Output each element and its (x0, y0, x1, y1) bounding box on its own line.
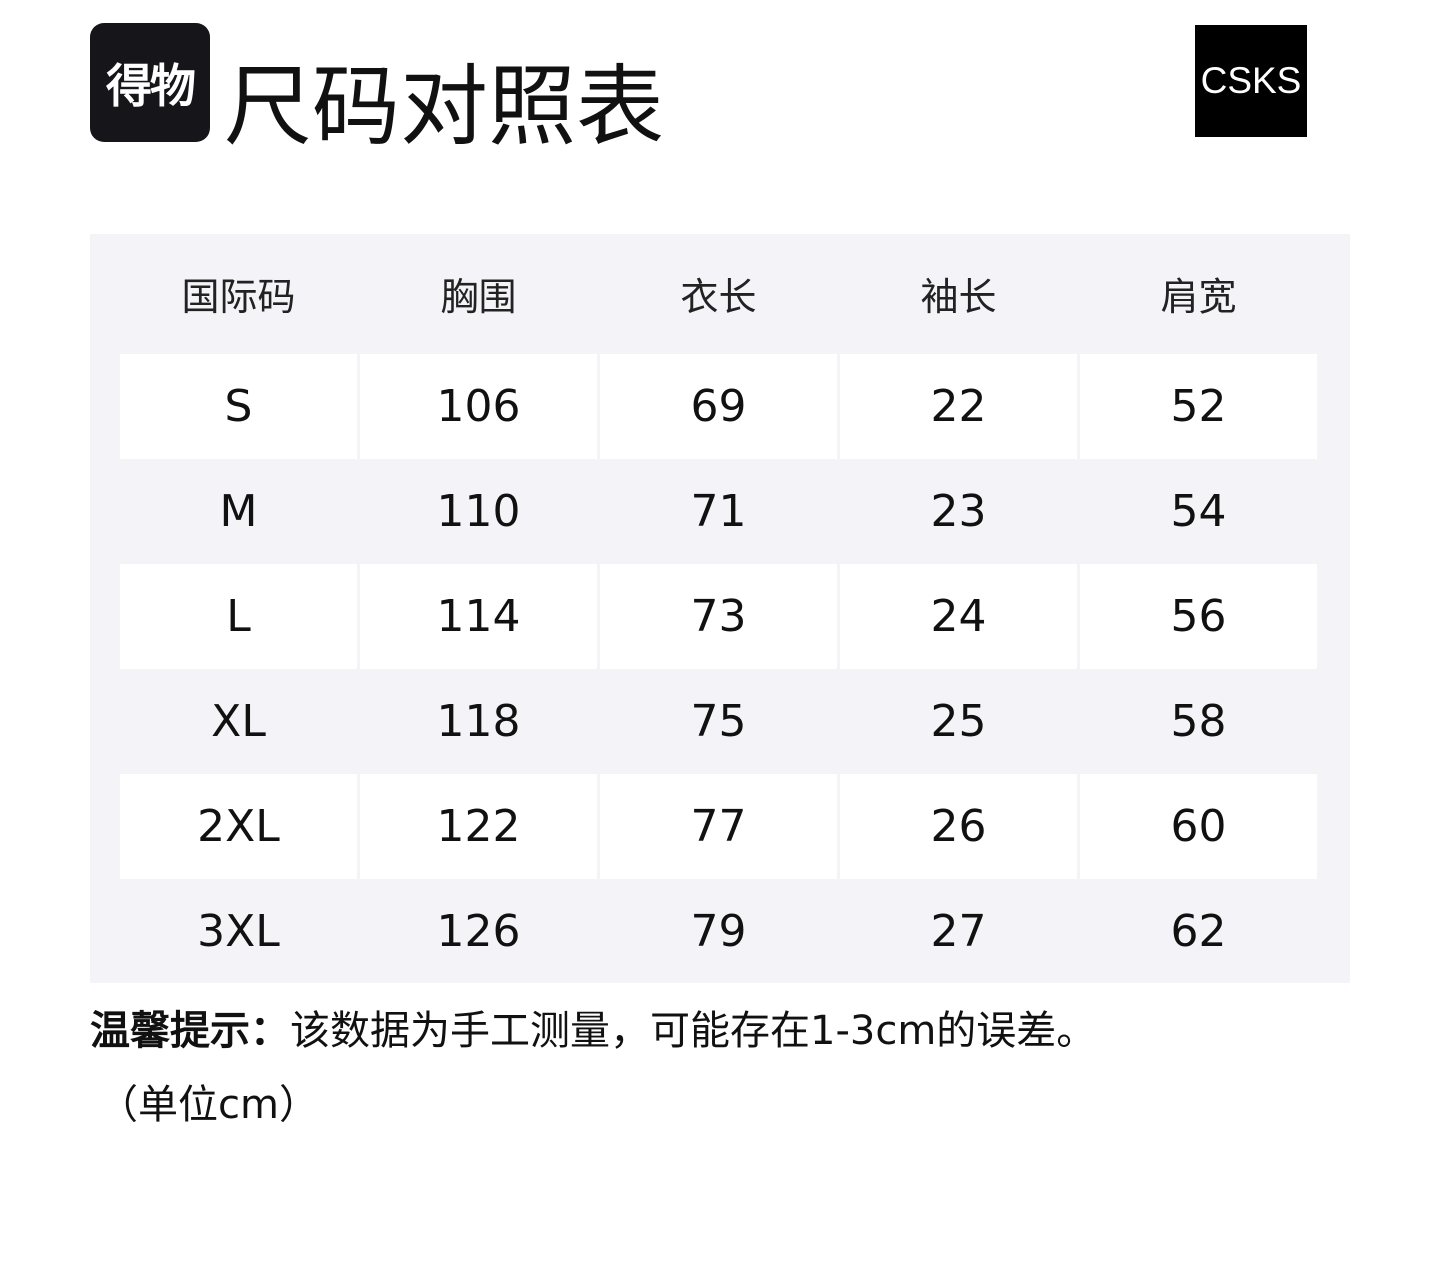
table-cell: 106 (360, 354, 597, 459)
table-cell: 73 (600, 564, 837, 669)
table-cell: 27 (930, 906, 987, 957)
table-cell: 69 (600, 354, 837, 459)
table-cell: 79 (690, 906, 747, 957)
table-cell: 60 (1080, 774, 1317, 879)
column-header: 胸围 (440, 274, 517, 319)
table-cell: 62 (1170, 906, 1227, 957)
table-cell: 126 (436, 906, 521, 957)
table-cell: 2XL (120, 774, 357, 879)
table-cell: 56 (1080, 564, 1317, 669)
unit-note: （单位cm） (98, 1082, 319, 1128)
table-cell: 118 (436, 696, 521, 747)
table-cell: 3XL (197, 906, 280, 957)
column-header: 衣长 (680, 274, 757, 319)
table-cell: 122 (360, 774, 597, 879)
table-cell: 52 (1080, 354, 1317, 459)
table-cell: 23 (930, 486, 987, 537)
table-cell: XL (211, 696, 266, 747)
page-title: 尺码对照表 (224, 55, 665, 158)
column-header: 袖长 (920, 274, 997, 319)
table-cell: 71 (690, 486, 747, 537)
tip-label: 温馨提示： (90, 1008, 290, 1054)
table-cell: 25 (930, 696, 987, 747)
table-cell: M (219, 486, 258, 537)
tip-text: 该数据为手工测量，可能存在1-3cm的误差。 (290, 1008, 1097, 1054)
table-cell: 22 (840, 354, 1077, 459)
brand-logo: CSKS (1195, 25, 1307, 137)
table-cell: S (120, 354, 357, 459)
table-cell: 75 (690, 696, 747, 747)
table-cell: 26 (840, 774, 1077, 879)
table-cell: 77 (600, 774, 837, 879)
column-header: 肩宽 (1160, 274, 1237, 319)
column-header: 国际码 (181, 274, 296, 319)
table-cell: 110 (436, 486, 521, 537)
table-cell: L (120, 564, 357, 669)
table-cell: 114 (360, 564, 597, 669)
table-cell: 58 (1170, 696, 1227, 747)
table-cell: 24 (840, 564, 1077, 669)
dewu-logo: 得物 (90, 23, 210, 142)
table-cell: 54 (1170, 486, 1227, 537)
size-table: 国际码 胸围 衣长 袖长 肩宽 S 106 69 22 52 M 110 71 23 54 L 114 73 24 5… (90, 234, 1350, 983)
tip-note: 温馨提示：该数据为手工测量，可能存在1-3cm的误差。 (90, 1004, 1096, 1058)
